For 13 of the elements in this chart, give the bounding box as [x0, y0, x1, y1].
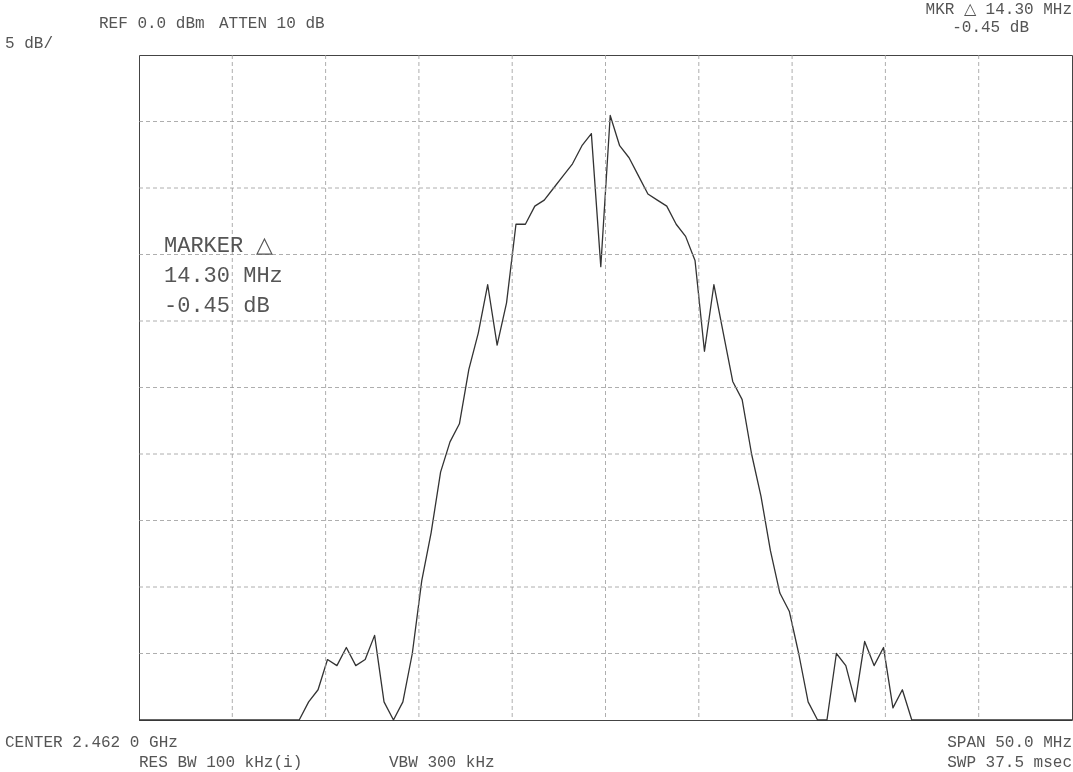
annotation: 14.30 MHz	[164, 264, 283, 289]
annotation: -0.45 dB	[164, 294, 270, 319]
text: VBW 300 kHz	[389, 754, 495, 772]
text: CENTER 2.462 0 GHz	[5, 734, 178, 752]
text: RES BW 100 kHz(i)	[139, 754, 303, 772]
text: SPAN 50.0 MHz	[947, 734, 1072, 752]
text: MKR △ 14.30 MHz	[925, 1, 1072, 19]
text: REF 0.0 dBm	[99, 15, 205, 33]
annotation: MARKER △	[164, 234, 274, 259]
text: ATTEN 10 dB	[219, 15, 325, 33]
text: 5 dB/	[5, 35, 54, 53]
text: -0.45 dB	[952, 19, 1029, 37]
text: SWP 37.5 msec	[947, 754, 1072, 772]
